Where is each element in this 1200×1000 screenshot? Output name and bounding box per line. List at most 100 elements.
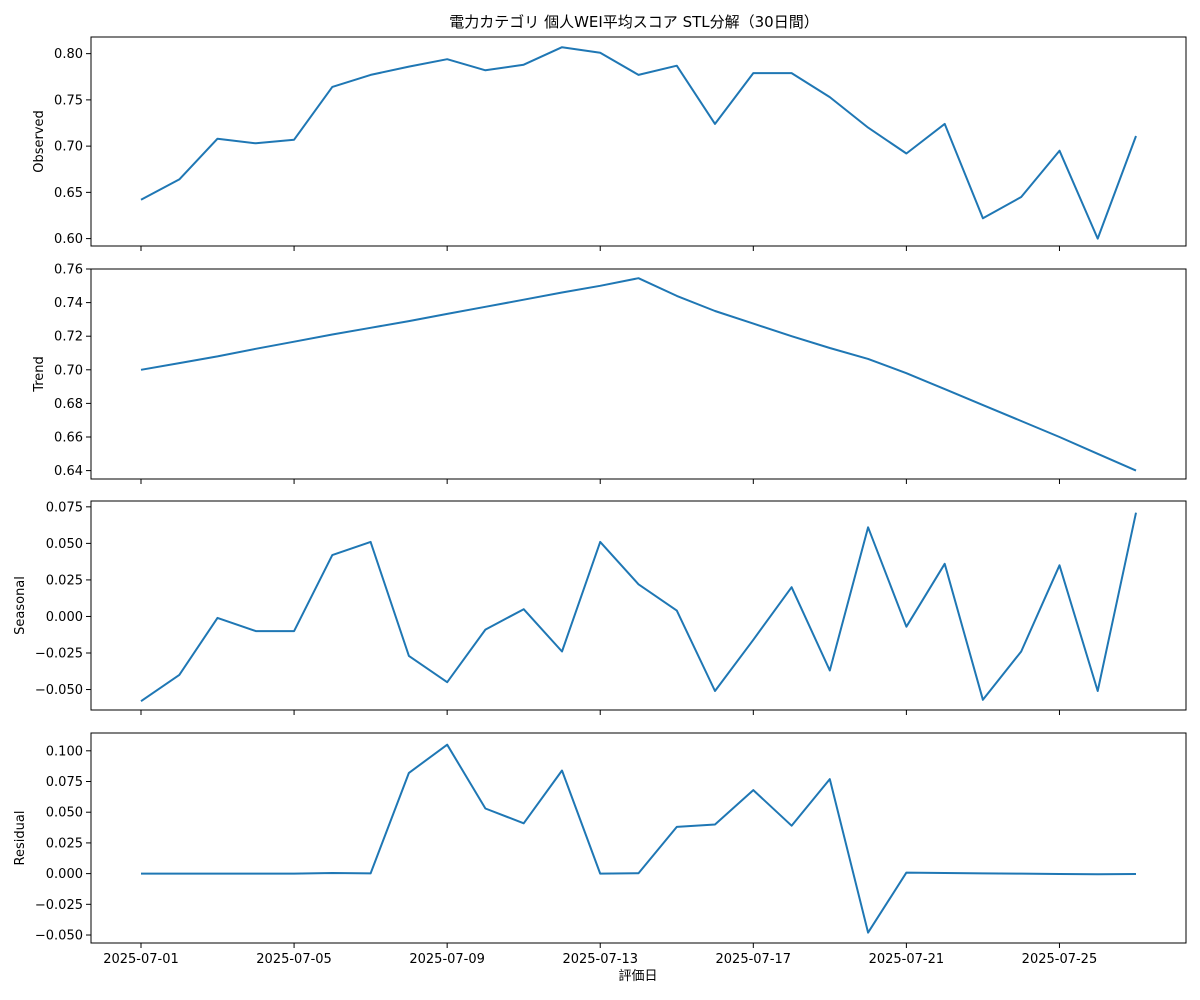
data-point	[1020, 651, 1022, 653]
panel-trend: 0.64 0.66 0.68 0.70 0.72 0.74 0.76 Trend	[32, 263, 1187, 484]
data-point	[944, 872, 946, 874]
data-point	[255, 873, 257, 875]
x-tick-label: 2025-07-17	[716, 952, 792, 967]
data-point	[676, 65, 678, 67]
data-point	[446, 313, 448, 315]
data-point	[408, 320, 410, 322]
y-tick-label: 0.70	[54, 363, 83, 378]
data-point	[178, 674, 180, 676]
y-axis-label-trend: Trend	[32, 356, 47, 393]
data-point	[446, 58, 448, 60]
y-axis-label-residual: Residual	[13, 811, 28, 866]
x-tick-label: 2025-07-13	[562, 952, 638, 967]
data-point	[638, 277, 640, 279]
data-point	[714, 123, 716, 125]
data-point	[140, 700, 142, 702]
y-tick-label: 0.100	[46, 744, 83, 759]
data-point	[676, 610, 678, 612]
data-point	[446, 744, 448, 746]
data-point	[1058, 436, 1060, 438]
data-point	[638, 74, 640, 76]
x-tick-label: 2025-07-01	[103, 952, 179, 967]
data-point	[1135, 135, 1137, 137]
data-point	[791, 72, 793, 74]
y-tick-label: 0.000	[46, 610, 83, 625]
data-point	[561, 651, 563, 653]
x-tick-label: 2025-07-25	[1022, 952, 1098, 967]
data-point	[561, 292, 563, 294]
panels-group: 0.60 0.65 0.70 0.75 0.80 Observed 0.64 0.66 0.68…	[13, 36, 1187, 948]
data-point	[331, 872, 333, 874]
data-point	[217, 617, 219, 619]
y-tick-label: −0.025	[35, 647, 83, 662]
data-point	[944, 563, 946, 565]
y-tick-label: 0.72	[54, 330, 83, 345]
data-point	[217, 873, 219, 875]
data-point	[331, 554, 333, 556]
y-tick-label: 0.025	[46, 836, 83, 851]
data-point	[599, 873, 601, 875]
data-point	[752, 323, 754, 325]
data-point	[676, 295, 678, 297]
y-tick-label: 0.68	[54, 397, 83, 412]
data-point	[791, 586, 793, 588]
data-point	[905, 626, 907, 628]
data-point	[752, 72, 754, 74]
y-tick-label: −0.050	[35, 683, 83, 698]
x-tick-label: 2025-07-21	[869, 952, 945, 967]
data-point	[752, 639, 754, 641]
data-point	[829, 96, 831, 98]
panel-observed: 0.60 0.65 0.70 0.75 0.80 Observed	[32, 36, 1187, 251]
y-tick-label: 0.75	[54, 93, 83, 108]
y-tick-label: 0.075	[46, 775, 83, 790]
data-point	[829, 778, 831, 780]
data-point	[484, 69, 486, 71]
y-tick-label: −0.025	[35, 898, 83, 913]
data-point	[408, 655, 410, 657]
y-tick-label: 0.075	[46, 500, 83, 515]
chart-title: 電力カテゴリ 個人WEI平均スコア STL分解（30日間）	[449, 13, 818, 31]
data-point	[982, 872, 984, 874]
x-tick-label: 2025-07-09	[409, 952, 485, 967]
data-point	[484, 629, 486, 631]
data-point	[1020, 196, 1022, 198]
y-tick-label: 0.050	[46, 806, 83, 821]
data-point	[178, 362, 180, 364]
series-line-seasonal	[140, 512, 1137, 703]
data-point	[408, 66, 410, 68]
data-point	[867, 932, 869, 934]
data-point	[178, 873, 180, 875]
y-axis-label-seasonal: Seasonal	[13, 576, 28, 635]
data-point	[638, 583, 640, 585]
data-point	[714, 310, 716, 312]
data-point	[982, 699, 984, 701]
data-point	[370, 74, 372, 76]
data-point	[714, 690, 716, 692]
y-axis-label-observed: Observed	[32, 110, 47, 173]
data-point	[867, 526, 869, 528]
data-point	[140, 199, 142, 201]
y-tick-label: 0.000	[46, 867, 83, 882]
y-tick-label: 0.76	[54, 263, 83, 278]
data-point	[944, 123, 946, 125]
y-tick-label: 0.025	[46, 573, 83, 588]
data-point	[523, 822, 525, 824]
data-point	[217, 355, 219, 357]
data-point	[370, 541, 372, 543]
data-point	[408, 772, 410, 774]
data-point	[523, 608, 525, 610]
data-point	[561, 769, 563, 771]
data-point	[561, 46, 563, 48]
data-point	[676, 826, 678, 828]
data-point	[523, 299, 525, 301]
plot-frame	[90, 500, 1187, 711]
data-point	[484, 808, 486, 810]
panel-seasonal: −0.050 −0.025 0.000 0.025 0.050 0.075 Seasonal	[13, 500, 1187, 715]
data-point	[293, 341, 295, 343]
data-point	[331, 334, 333, 336]
data-point	[982, 217, 984, 219]
x-axis-label: 評価日	[618, 969, 657, 984]
data-point	[791, 825, 793, 827]
data-point	[599, 285, 601, 287]
